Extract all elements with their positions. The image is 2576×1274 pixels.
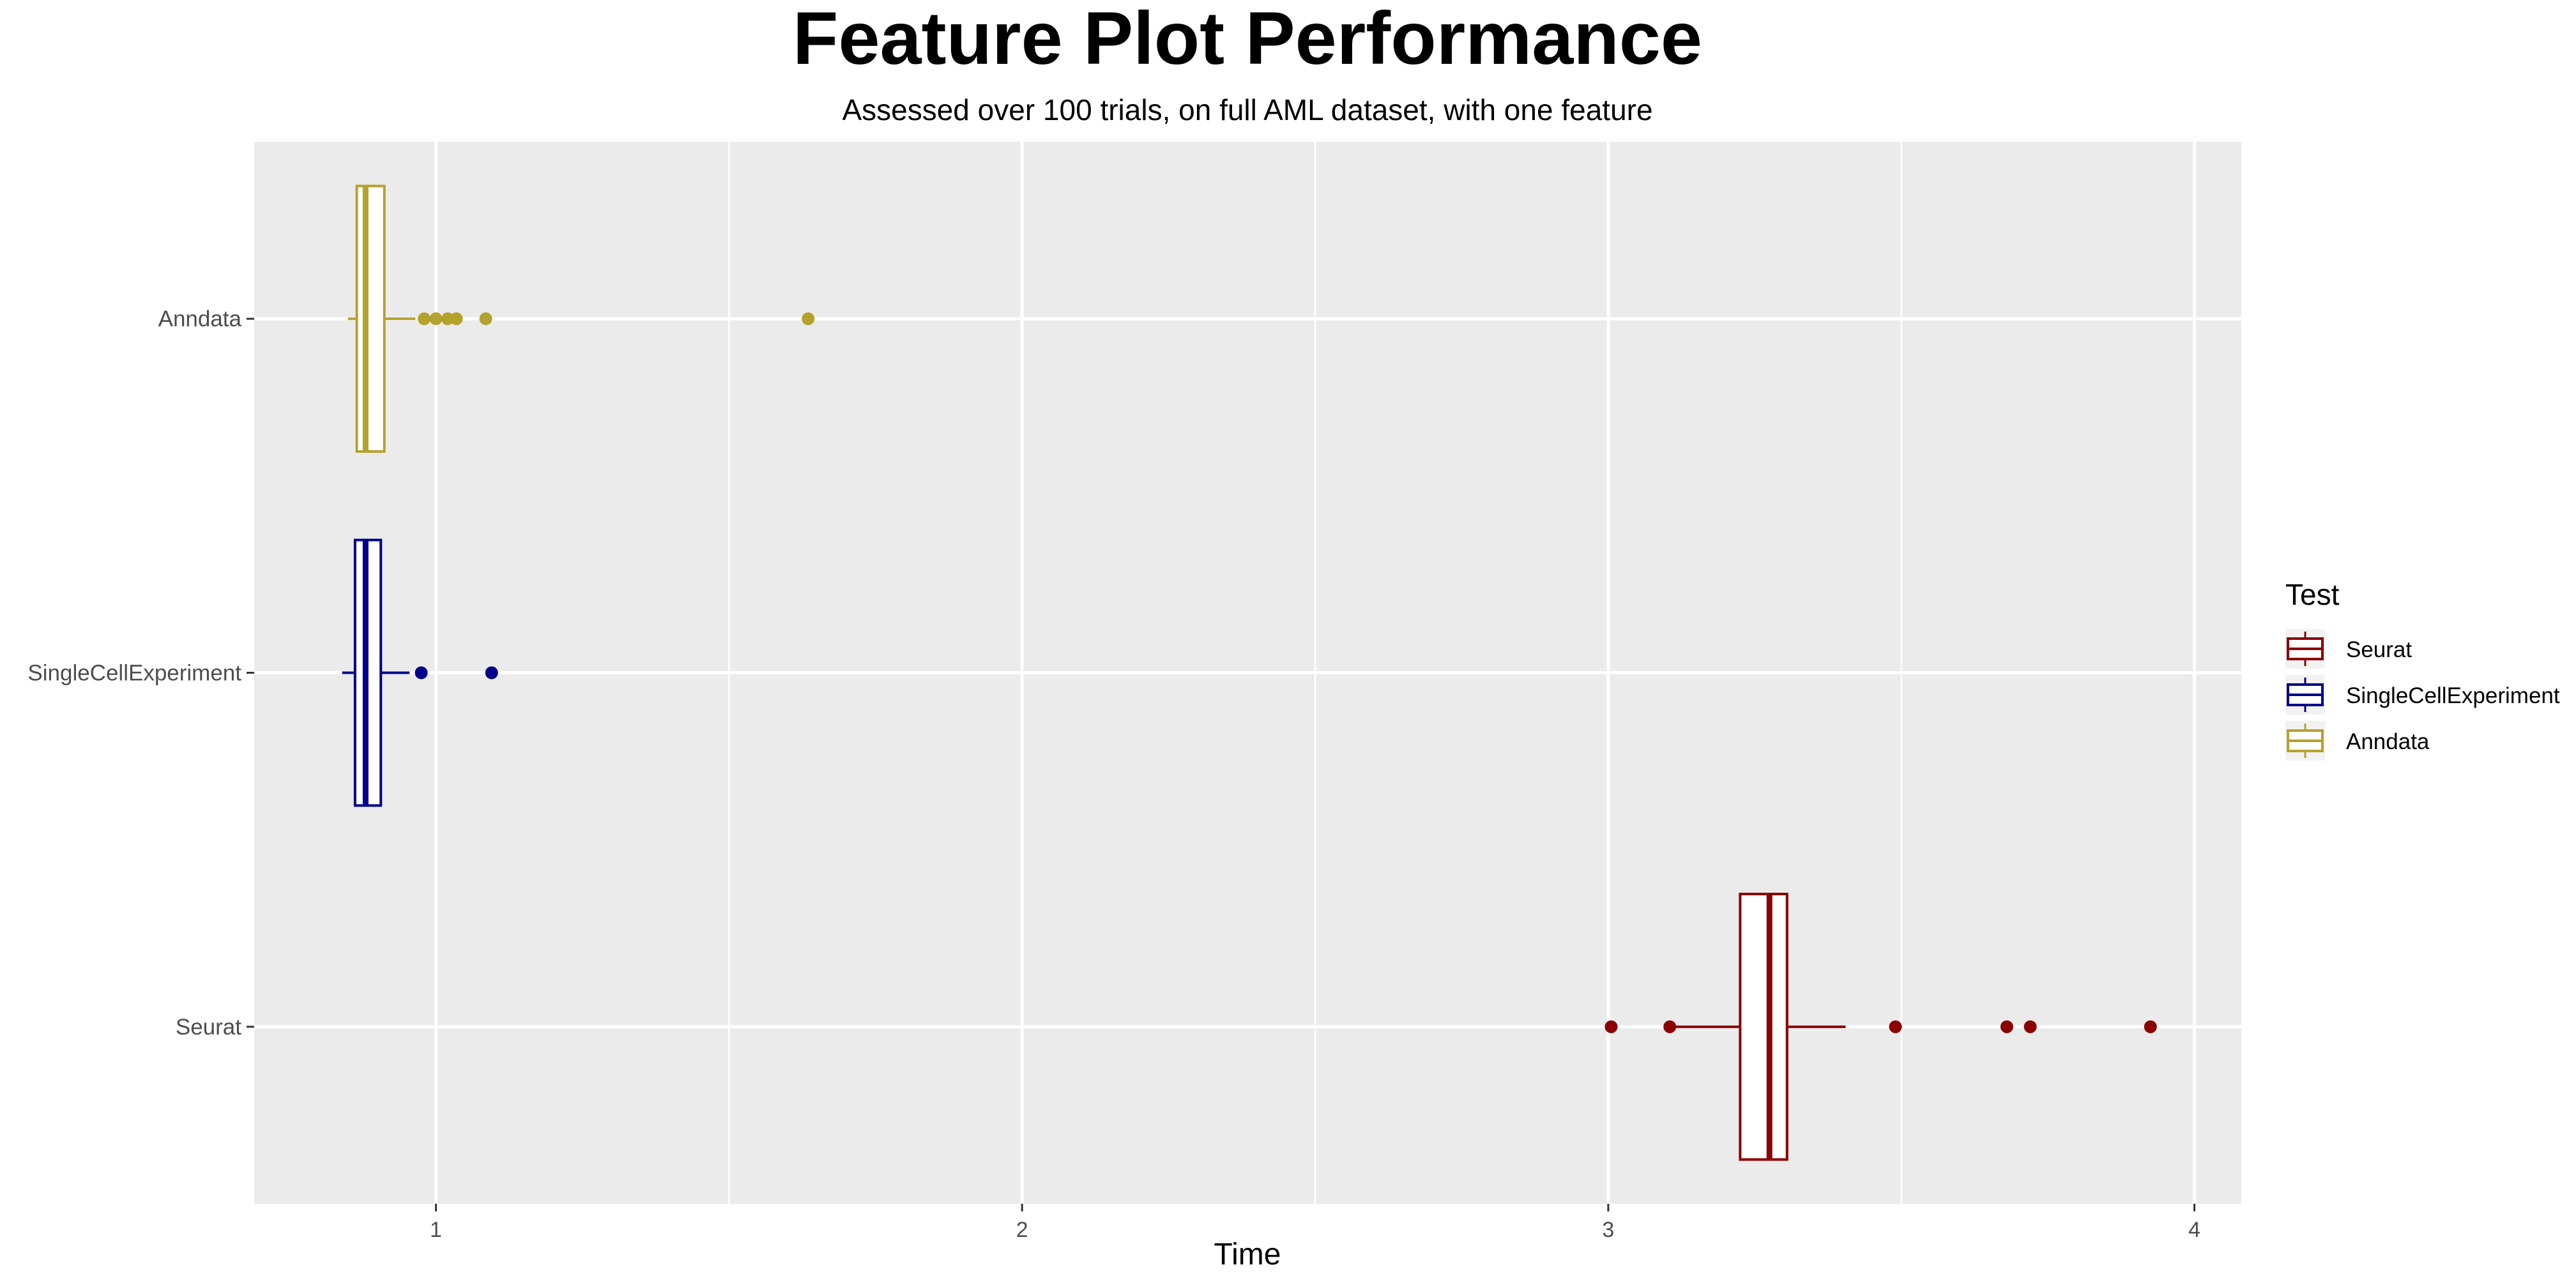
legend-label: SingleCellExperiment xyxy=(2346,683,2560,708)
legend-entry: Anndata xyxy=(2285,721,2430,761)
outlier-point xyxy=(2023,1020,2037,1033)
axes: 1 2 3 4 Seurat SingleCellExperiment Anndata xyxy=(27,307,2200,1242)
box-iqr xyxy=(1739,892,1788,1161)
legend-entry: SingleCellExperiment xyxy=(2285,675,2560,715)
legend-title: Test xyxy=(2285,578,2340,611)
outlier-point xyxy=(429,312,443,326)
outlier-point xyxy=(1663,1020,1677,1033)
x-tick-label: 1 xyxy=(430,1218,442,1242)
y-tick-label: Anndata xyxy=(158,307,242,331)
grid-lines xyxy=(254,142,2241,1204)
outlier-point xyxy=(418,312,431,326)
outlier-point xyxy=(2000,1020,2013,1033)
legend-label: Seurat xyxy=(2346,637,2412,662)
outlier-point xyxy=(485,666,498,679)
legend: Test Seurat SingleCellExperiment Anndata xyxy=(2285,578,2560,761)
box-iqr xyxy=(355,185,386,453)
outlier-point xyxy=(415,666,428,679)
x-tick-label: 4 xyxy=(2188,1218,2200,1242)
y-tick-label: SingleCellExperiment xyxy=(27,661,241,686)
y-tick-label: Seurat xyxy=(176,1015,241,1040)
legend-entry: Seurat xyxy=(2285,629,2412,669)
box-series xyxy=(342,185,2157,1161)
x-axis-title: Time xyxy=(1214,1238,1281,1271)
box-singlecellexperiment xyxy=(342,538,498,807)
x-tick-label: 2 xyxy=(1016,1218,1028,1242)
x-tick-label: 3 xyxy=(1602,1218,1614,1242)
box-seurat xyxy=(1604,892,2157,1161)
outlier-point xyxy=(802,312,815,326)
outlier-point xyxy=(1604,1020,1618,1033)
outlier-point xyxy=(2144,1020,2157,1033)
outlier-point xyxy=(479,312,492,326)
box-anndata xyxy=(347,185,815,453)
legend-label: Anndata xyxy=(2346,729,2430,754)
outlier-point xyxy=(450,312,463,326)
chart-subtitle: Assessed over 100 trials, on full AML da… xyxy=(842,93,1652,126)
outlier-point xyxy=(441,312,454,326)
outlier-point xyxy=(1889,1020,1902,1033)
chart-title: Feature Plot Performance xyxy=(793,0,1702,80)
